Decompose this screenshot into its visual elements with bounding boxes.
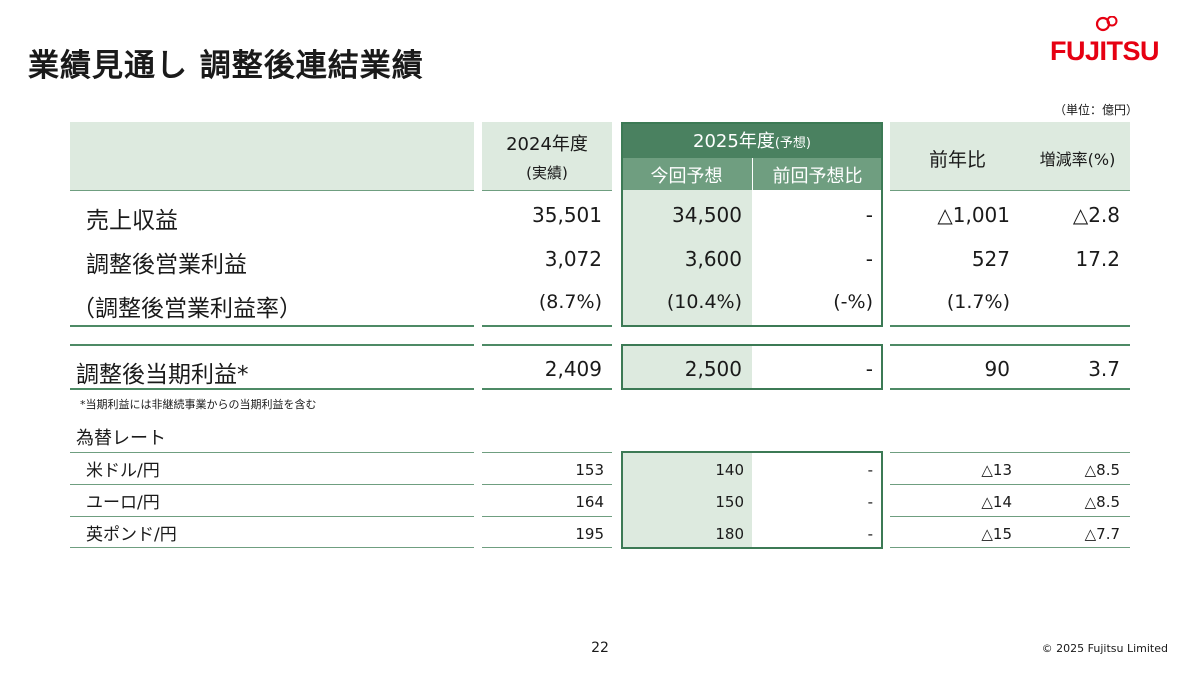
fy2024-value: (8.7%) [538,291,602,313]
previous-forecast-header [752,158,883,190]
divider [482,516,612,517]
previous-value: - [865,203,873,227]
current-forecast-column-bg [621,344,752,388]
current-value: 2,500 [684,357,742,381]
yoy-value: 90 [984,357,1010,381]
current-value: 180 [715,525,744,543]
previous-value: - [865,247,873,271]
fy2025-year: 2025年度 [693,131,775,152]
rate-value: △2.8 [1072,203,1120,227]
rate-value: 3.7 [1088,357,1120,381]
previous-value: (-%) [833,291,873,313]
divider [482,388,612,390]
divider [890,516,1130,517]
fy2025-suffix: (予想) [774,136,811,151]
fx-section-title: 為替レート [76,428,166,449]
divider [482,452,612,453]
fujitsu-logo: FUJITSU [1050,15,1162,68]
previous-value: - [865,357,873,381]
divider [890,190,1130,191]
divider [70,388,474,390]
current-value: (10.4%) [666,291,742,313]
divider [890,547,1130,548]
row-label: （調整後営業利益率） [72,296,302,322]
current-value: 150 [715,493,744,511]
previous-forecast-label: 前回予想比 [772,166,863,187]
current-forecast-column-bg [621,452,752,548]
divider [70,190,474,191]
divider [890,344,1130,346]
fy2025-header-label: 2025年度(予想) [621,127,883,153]
current-forecast-column-bg [621,190,752,325]
rate-value: △8.5 [1084,461,1120,479]
yoy-value: 527 [971,247,1010,271]
divider [890,325,1130,327]
fy2024-value: 195 [575,525,604,543]
yoy-value: (1.7%) [946,291,1010,313]
fy2025-frame [621,122,883,327]
previous-value: - [867,525,873,543]
page-number: 22 [591,640,609,656]
divider [890,484,1130,485]
divider [70,452,474,453]
divider [482,484,612,485]
fy2024-value: 2,409 [544,357,602,381]
divider [70,484,474,485]
current-forecast-header [621,158,752,190]
yoy-value: △15 [981,525,1012,543]
current-value: 140 [715,461,744,479]
previous-value: - [867,493,873,511]
current-value: 3,600 [684,247,742,271]
fy2024-header-year: 2024年度 [506,134,588,155]
fy2024-value: 164 [575,493,604,511]
row-label: 調整後営業利益 [86,252,247,278]
row-label: 英ポンド/円 [86,525,177,545]
previous-value: - [867,461,873,479]
yoy-header: 前年比 [928,149,986,171]
fy2025-frame [621,344,883,390]
divider [482,325,612,327]
row-label: ユーロ/円 [86,493,160,513]
copyright: © 2025 Fujitsu Limited [1041,642,1168,655]
row-label: 調整後当期利益* [76,362,249,388]
divider [70,547,474,548]
change-rate-header: 増減率(%) [1039,150,1116,169]
header-bg-fy2024 [482,122,612,190]
row-label: 売上収益 [86,208,178,234]
yoy-value: △1,001 [937,203,1010,227]
divider [482,344,612,346]
footnote: *当期利益には非継続事業からの当期利益を含む [80,398,317,411]
svg-text:FUJITSU: FUJITSU [1050,36,1159,66]
divider [890,388,1130,390]
divider [70,325,474,327]
fy2024-value: 35,501 [532,203,602,227]
fy2024-value: 3,072 [544,247,602,271]
page-title: 業績見通し 調整後連結業績 [28,48,424,84]
row-label: 米ドル/円 [86,461,160,481]
divider [482,547,612,548]
current-value: 34,500 [672,203,742,227]
header-bg-label [70,122,474,190]
fy2025-header [621,122,883,158]
rate-value: △7.7 [1084,525,1120,543]
unit-note: （単位：億円） [1053,103,1138,117]
current-forecast-label: 今回予想 [650,166,723,187]
fy2024-header-sub: (実績) [526,164,568,182]
yoy-value: △14 [981,493,1012,511]
rate-value: 17.2 [1075,247,1120,271]
header-bg-yoy [890,122,1130,190]
fy2024-value: 153 [575,461,604,479]
divider [70,344,474,346]
divider [482,190,612,191]
rate-value: △8.5 [1084,493,1120,511]
yoy-value: △13 [981,461,1012,479]
divider [70,516,474,517]
divider [890,452,1130,453]
fy2025-frame [621,451,883,549]
